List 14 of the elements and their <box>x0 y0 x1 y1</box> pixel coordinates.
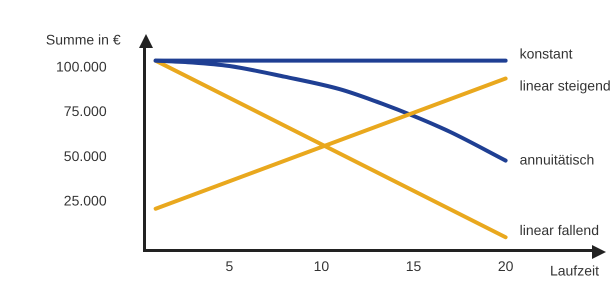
y-tick-label: 75.000 <box>64 103 107 120</box>
series-label: annuitätisch <box>520 151 594 168</box>
x-axis-title: Laufzeit <box>550 262 600 278</box>
series-label: linear fallend <box>520 222 599 238</box>
x-tick-label: 20 <box>498 258 514 274</box>
series-label: linear steigend <box>520 77 611 94</box>
x-tick-label: 5 <box>225 258 234 274</box>
y-tick-label: 100.000 <box>56 58 107 75</box>
x-tick-label: 10 <box>314 258 330 274</box>
y-axis-title: Summe in € <box>46 31 121 48</box>
series-label: konstant <box>520 46 573 62</box>
y-tick-label: 50.000 <box>64 148 107 164</box>
y-tick-label: 25.000 <box>64 192 107 208</box>
x-tick-label: 15 <box>406 258 422 274</box>
